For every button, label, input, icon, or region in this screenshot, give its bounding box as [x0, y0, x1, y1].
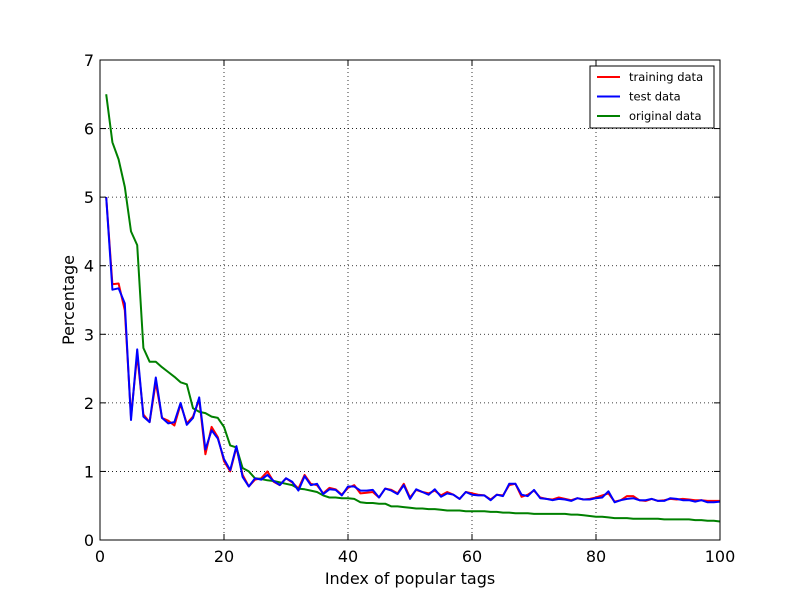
legend-label: original data — [629, 109, 702, 123]
y-axis-label: Percentage — [59, 255, 78, 345]
y-tick-label: 5 — [84, 188, 94, 207]
legend-label: training data — [629, 70, 703, 84]
x-axis-label: Index of popular tags — [325, 569, 495, 588]
y-tick-label: 4 — [84, 257, 94, 276]
y-tick-label: 7 — [84, 51, 94, 70]
x-tick-label: 100 — [705, 547, 736, 566]
series-line-test-data — [105, 197, 721, 504]
plot-frame — [99, 59, 721, 541]
x-tick-label: 0 — [95, 547, 105, 566]
y-tick-label: 6 — [84, 120, 94, 139]
x-tick-label: 40 — [338, 547, 358, 566]
ticks: 0 20 40 60 80 100 0 1 2 3 4 5 6 7 — [84, 51, 735, 566]
x-tick-label: 80 — [586, 547, 606, 566]
legend: training data test data original data — [589, 65, 715, 129]
x-tick-label: 20 — [214, 547, 234, 566]
series-line-original-data — [105, 94, 721, 523]
x-tick-label: 60 — [462, 547, 482, 566]
legend-label: test data — [629, 90, 681, 104]
series-group — [105, 94, 721, 523]
y-tick-label: 2 — [84, 394, 94, 413]
y-tick-label: 0 — [84, 531, 94, 550]
grid — [100, 60, 720, 540]
y-tick-label: 3 — [84, 325, 94, 344]
y-tick-label: 1 — [84, 462, 94, 481]
